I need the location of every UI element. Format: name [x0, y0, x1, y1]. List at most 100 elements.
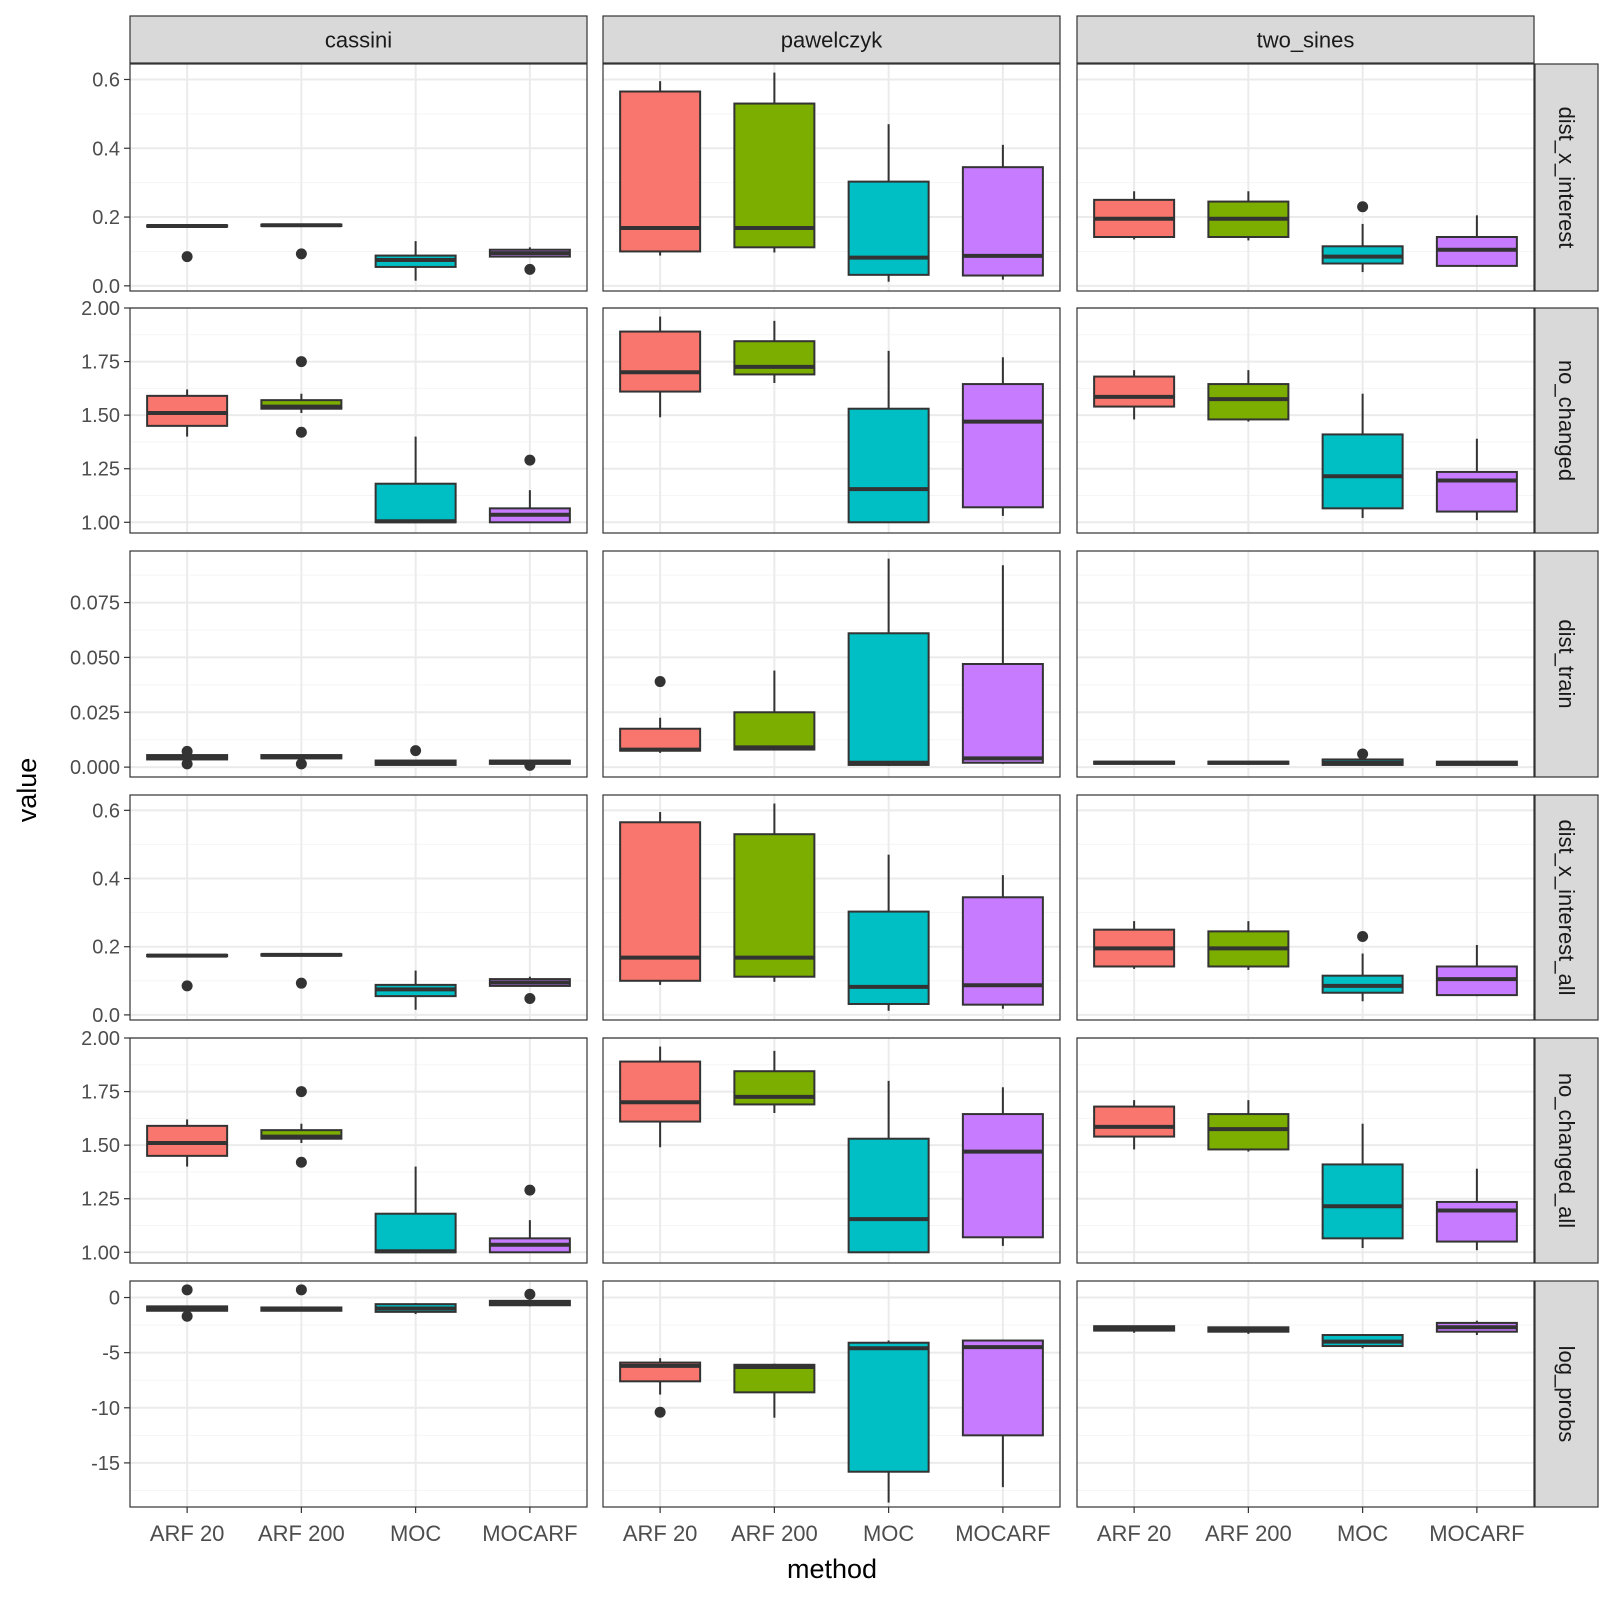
box-body — [733, 1070, 816, 1106]
box-moc — [1321, 1123, 1404, 1248]
panel-border — [1076, 1280, 1535, 1508]
y-tick-label: 0.0 — [92, 1005, 120, 1027]
box-arf-200 — [260, 754, 343, 770]
box-mocarf — [488, 454, 571, 524]
box-arf-20 — [146, 223, 229, 263]
row-strip-label: no_changed_all — [1554, 1073, 1579, 1228]
box-body — [1093, 1105, 1176, 1138]
box-moc — [1321, 201, 1404, 273]
y-tick-label: 0.000 — [70, 757, 120, 779]
row-strip — [1534, 794, 1599, 1021]
box-body — [961, 383, 1044, 509]
y-tick-label: 0.2 — [92, 937, 120, 959]
panel-border — [1076, 307, 1535, 534]
panel-border — [602, 1037, 1061, 1264]
outlier-point — [295, 758, 307, 770]
outlier-point — [410, 745, 422, 757]
box-arf-20 — [1093, 921, 1176, 969]
box-moc — [374, 241, 457, 281]
panel-border — [129, 63, 588, 292]
box-arf-20 — [1093, 191, 1176, 240]
box-moc — [1321, 1334, 1404, 1349]
box-arf-20 — [619, 812, 702, 985]
outlier-point — [524, 454, 536, 466]
column-strip — [602, 15, 1061, 64]
box-arf-200 — [733, 803, 816, 982]
y-tick-label: -15 — [91, 1453, 120, 1475]
panel-border — [1076, 550, 1535, 778]
box-arf-200 — [1207, 760, 1290, 765]
box-body — [260, 399, 343, 410]
y-tick-label: 2.00 — [81, 1028, 120, 1050]
box-moc — [1321, 393, 1404, 518]
box-body — [146, 394, 229, 427]
box-arf-20 — [619, 676, 702, 753]
box-arf-20 — [619, 81, 702, 256]
box-body — [619, 1060, 702, 1123]
box-arf-200 — [733, 1363, 816, 1418]
y-tick-label: 2.00 — [81, 298, 120, 320]
outlier-point — [295, 977, 307, 989]
panel — [129, 550, 588, 778]
y-tick-label: 0.025 — [70, 702, 120, 724]
box-body — [619, 727, 702, 752]
panel — [602, 63, 1061, 292]
box-body — [733, 102, 816, 249]
panel-background — [130, 551, 587, 777]
box-arf-20 — [1093, 1100, 1176, 1150]
outlier-point — [181, 758, 193, 770]
box-body — [733, 833, 816, 978]
box-body — [260, 1129, 343, 1140]
row-strip — [1534, 1280, 1599, 1508]
x-tick-label: MOC — [390, 1521, 441, 1546]
panel — [129, 1280, 588, 1508]
y-tick-label: 1.50 — [81, 1135, 120, 1157]
outlier-point — [181, 745, 193, 757]
box-arf-200 — [733, 72, 816, 253]
panel-border — [1076, 63, 1535, 292]
y-tick-label: 1.75 — [81, 352, 120, 374]
x-tick-label: MOCARF — [1429, 1521, 1524, 1546]
panel-border — [1076, 1037, 1535, 1264]
box-arf-20 — [1093, 760, 1176, 765]
outlier-point — [181, 251, 193, 263]
panel-background — [1077, 1281, 1534, 1507]
y-tick-label: 0.6 — [92, 69, 120, 91]
box-moc — [374, 436, 457, 524]
box-arf-200 — [260, 223, 343, 260]
panel — [1076, 63, 1535, 292]
box-mocarf — [488, 1184, 571, 1254]
box-mocarf — [961, 565, 1044, 764]
box-body — [619, 330, 702, 393]
box-mocarf — [488, 759, 571, 771]
panel — [602, 794, 1061, 1021]
box-body — [1321, 1163, 1404, 1240]
x-tick-label: ARF 20 — [623, 1521, 698, 1546]
outlier-point — [295, 248, 307, 260]
column-strip-label: two_sines — [1257, 28, 1355, 53]
panel — [1076, 550, 1535, 778]
y-tick-label: 0.2 — [92, 207, 120, 229]
box-body — [619, 821, 702, 982]
box-mocarf — [961, 1339, 1044, 1488]
row-strip — [1534, 1037, 1599, 1264]
box-arf-200 — [260, 952, 343, 989]
panel-background — [1077, 551, 1534, 777]
box-arf-200 — [1207, 921, 1290, 970]
x-tick-label: MOCARF — [955, 1521, 1050, 1546]
y-axis-title: value — [12, 758, 42, 823]
panel-border — [129, 307, 588, 534]
x-tick-label: MOC — [863, 1521, 914, 1546]
box-arf-200 — [733, 320, 816, 383]
outlier-point — [295, 426, 307, 438]
box-body — [374, 1212, 457, 1254]
x-axis-title: method — [787, 1554, 877, 1584]
box-moc — [1321, 748, 1404, 766]
outlier-point — [295, 1284, 307, 1296]
box-arf-20 — [146, 1284, 229, 1322]
outlier-point — [295, 356, 307, 368]
box-moc — [847, 854, 930, 1011]
box-body — [1435, 1200, 1518, 1243]
row-strip-label: log_probs — [1554, 1346, 1579, 1443]
box-body — [733, 340, 816, 376]
